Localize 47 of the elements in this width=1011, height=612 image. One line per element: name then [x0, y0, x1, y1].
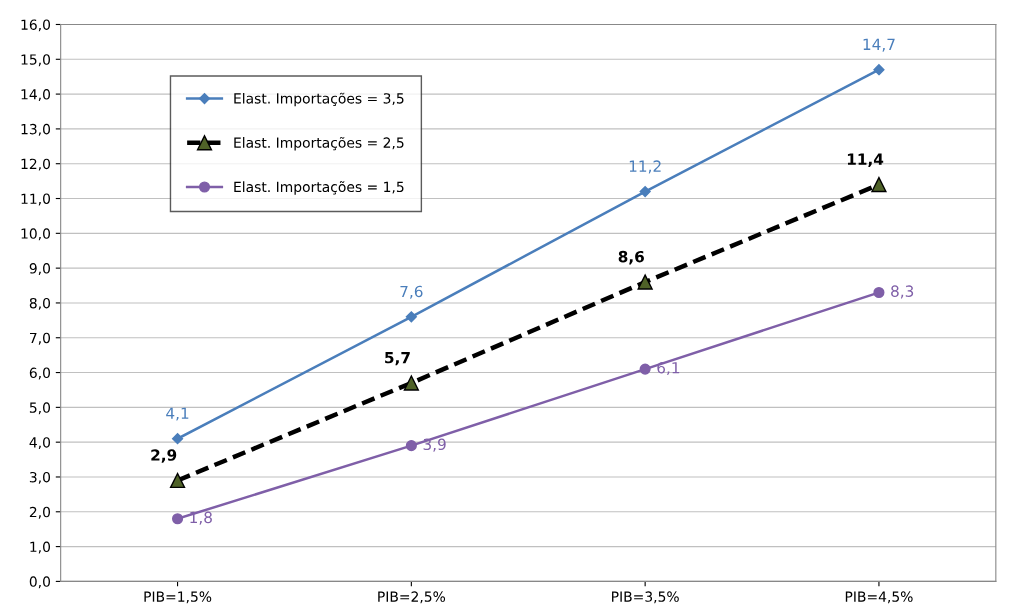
y-tick-label: 14,0	[21, 89, 51, 101]
point	[172, 513, 184, 525]
y-tick-label: 16,0	[21, 19, 51, 32]
y-tick-label: 15,0	[21, 54, 51, 67]
x-tick-label: PIB=4,5%	[845, 591, 913, 604]
y-tick-label: 10,0	[21, 228, 51, 241]
y-tick-label: 8,0	[29, 297, 51, 310]
data-label: 4,1	[166, 407, 189, 421]
data-label: 11,4	[847, 153, 884, 167]
data-label: 11,2	[629, 160, 661, 174]
point	[405, 440, 417, 452]
data-label: 8,3	[891, 285, 914, 299]
legend-label: Elast. Importações = 3,5	[234, 92, 404, 107]
data-label: 3,9	[423, 438, 446, 452]
point	[873, 286, 885, 299]
y-tick-label: 11,0	[21, 193, 51, 206]
y-tick-label: 7,0	[29, 332, 51, 345]
legend-label: Elast. Importações = 1,5	[234, 181, 404, 195]
point	[403, 375, 419, 391]
data-label: 1,8	[190, 511, 212, 525]
point	[639, 185, 651, 198]
data-label: 5,7	[385, 352, 410, 366]
point	[171, 433, 184, 445]
y-tick-label: 13,0	[21, 123, 51, 136]
x-tick-label: PIB=3,5%	[612, 591, 679, 604]
x-tick-label: PIB=1,5%	[144, 591, 212, 604]
y-tick-label: 12,0	[21, 158, 51, 171]
data-label: 8,6	[618, 250, 644, 265]
point	[405, 311, 417, 323]
legend-label: Elast. Importações = 2,5	[234, 136, 404, 151]
y-tick-label: 2,0	[29, 506, 51, 519]
data-label: 2,9	[151, 449, 177, 463]
y-tick-label: 3,0	[29, 471, 51, 484]
data-label: 7,6	[400, 285, 423, 299]
y-tick-label: 9,0	[29, 263, 51, 276]
point	[873, 64, 885, 76]
y-tick-label: 4,0	[29, 437, 51, 450]
y-tick-label: 5,0	[29, 402, 51, 415]
y-tick-label: 1,0	[30, 541, 51, 554]
x-tick-label: PIB=2,5%	[378, 591, 446, 604]
data-label: 14,7	[863, 38, 895, 52]
point	[637, 274, 653, 290]
point	[639, 363, 651, 375]
point	[169, 472, 186, 489]
y-tick-label: 0,0	[29, 576, 51, 589]
point	[871, 176, 887, 193]
y-tick-label: 6,0	[29, 367, 51, 380]
